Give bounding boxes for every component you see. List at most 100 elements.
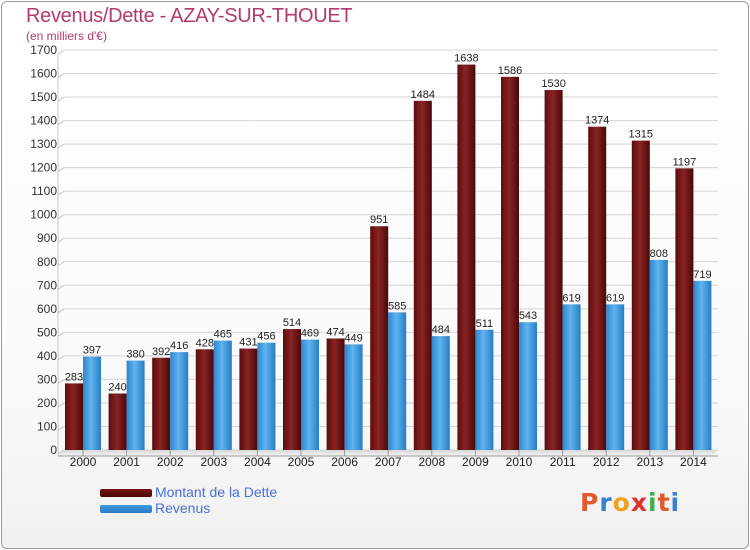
y-gridline-diag bbox=[57, 355, 65, 361]
y-gridline-diag bbox=[57, 73, 65, 78]
data-label-revenus: 808 bbox=[650, 248, 668, 260]
x-tick-label: 2001 bbox=[113, 455, 140, 469]
data-label-revenus: 449 bbox=[344, 332, 362, 344]
bar-dette bbox=[370, 226, 389, 450]
bar-revenus bbox=[301, 339, 319, 450]
legend-swatch-revenus bbox=[100, 505, 152, 513]
data-label-dette: 1374 bbox=[585, 115, 609, 127]
y-tick-label: 1300 bbox=[30, 137, 57, 151]
data-label-dette: 392 bbox=[152, 346, 170, 358]
y-gridline-diag bbox=[57, 49, 65, 55]
data-label-dette: 1315 bbox=[629, 129, 653, 141]
bar-revenus bbox=[213, 340, 232, 450]
x-tick-label: 2013 bbox=[636, 455, 663, 469]
data-label-revenus: 585 bbox=[388, 300, 406, 312]
logo-letter: i bbox=[648, 488, 658, 517]
data-label-revenus: 484 bbox=[432, 324, 450, 336]
y-tick-label: 1000 bbox=[30, 208, 57, 222]
y-gridline-diag bbox=[57, 331, 65, 337]
bar-revenus bbox=[431, 336, 450, 450]
data-label-dette: 514 bbox=[283, 317, 301, 329]
y-gridline-diag bbox=[57, 143, 65, 149]
x-tick-label: 2005 bbox=[288, 455, 315, 469]
bar-revenus bbox=[606, 304, 625, 450]
bar-revenus bbox=[83, 356, 101, 450]
bar-revenus bbox=[126, 360, 145, 450]
x-tick-label: 2011 bbox=[550, 455, 576, 469]
data-label-dette: 474 bbox=[326, 326, 344, 338]
logo-letter: o bbox=[612, 488, 631, 517]
bar-dette bbox=[631, 140, 650, 450]
logo-letter: t bbox=[657, 488, 671, 517]
y-tick-label: 1600 bbox=[30, 67, 57, 81]
bar-dette bbox=[675, 168, 694, 450]
data-label-dette: 431 bbox=[239, 337, 257, 349]
bar-dette bbox=[239, 348, 258, 450]
y-tick-label: 100 bbox=[37, 419, 57, 433]
x-tick-label: 2004 bbox=[244, 455, 271, 469]
bar-dette bbox=[108, 393, 127, 450]
chart-title: Revenus/Dette - AZAY-SUR-THOUET bbox=[26, 5, 353, 27]
bar-dette bbox=[588, 126, 607, 451]
data-label-revenus: 543 bbox=[519, 310, 537, 322]
chart-subtitle: (en milliers d'€) bbox=[26, 29, 107, 43]
data-label-revenus: 456 bbox=[257, 331, 275, 343]
data-label-revenus: 719 bbox=[693, 269, 711, 281]
legend-label-dette: Montant de la Dette bbox=[155, 484, 278, 500]
bar-dette bbox=[152, 357, 171, 450]
x-tick-label: 2003 bbox=[200, 455, 227, 469]
y-gridline-diag bbox=[57, 261, 65, 267]
x-tick-label: 2002 bbox=[157, 455, 184, 469]
data-label-dette: 1530 bbox=[541, 78, 565, 90]
y-tick-label: 1700 bbox=[30, 43, 57, 57]
bar-dette bbox=[413, 100, 432, 450]
x-tick-label: 2014 bbox=[680, 455, 707, 469]
y-tick-label: 0 bbox=[50, 443, 57, 457]
data-label-dette: 1586 bbox=[498, 65, 522, 77]
data-label-dette: 1197 bbox=[673, 156, 697, 168]
data-label-revenus: 397 bbox=[83, 345, 101, 357]
bar-dette bbox=[501, 76, 519, 450]
x-tick-label: 2007 bbox=[375, 455, 402, 469]
y-tick-label: 800 bbox=[37, 255, 57, 269]
bar-dette bbox=[195, 349, 214, 450]
y-tick-label: 1500 bbox=[30, 90, 57, 104]
bar-dette bbox=[326, 338, 345, 450]
x-tick-label: 2000 bbox=[70, 455, 97, 469]
data-label-revenus: 511 bbox=[476, 318, 494, 330]
bar-revenus bbox=[344, 344, 363, 450]
data-label-revenus: 465 bbox=[214, 329, 232, 341]
y-tick-label: 1200 bbox=[30, 161, 57, 175]
y-gridline-diag bbox=[57, 426, 65, 431]
y-tick-label: 900 bbox=[37, 231, 57, 245]
y-gridline-diag bbox=[57, 378, 65, 384]
y-gridline-diag bbox=[57, 308, 65, 314]
bar-revenus bbox=[388, 312, 407, 450]
data-label-dette: 951 bbox=[370, 214, 388, 226]
y-tick-label: 1100 bbox=[31, 184, 57, 198]
y-tick-label: 500 bbox=[37, 325, 57, 339]
logo-letter: x bbox=[630, 488, 648, 517]
bar-revenus bbox=[257, 342, 276, 450]
y-gridline-diag bbox=[57, 120, 65, 126]
bar-revenus bbox=[519, 322, 537, 450]
y-tick-label: 700 bbox=[37, 278, 57, 292]
bar-revenus bbox=[693, 280, 712, 450]
y-gridline-diag bbox=[57, 167, 65, 173]
data-label-revenus: 469 bbox=[301, 328, 319, 340]
data-label-dette: 1484 bbox=[411, 89, 435, 101]
x-tick-label: 2008 bbox=[418, 455, 445, 469]
x-tick-label: 2009 bbox=[462, 455, 489, 469]
y-gridline-diag bbox=[57, 402, 65, 408]
bar-dette bbox=[283, 329, 301, 450]
y-tick-label: 1400 bbox=[30, 114, 57, 128]
y-gridline-diag bbox=[57, 190, 65, 196]
x-tick-label: 2010 bbox=[506, 455, 533, 469]
bar-revenus bbox=[475, 329, 494, 450]
proxiti-logo: Proxiti bbox=[580, 488, 680, 517]
bar-revenus bbox=[170, 352, 189, 450]
y-gridline-diag bbox=[57, 284, 65, 290]
x-tick-label: 2012 bbox=[593, 455, 620, 469]
bar-revenus bbox=[562, 304, 581, 450]
data-label-dette: 1638 bbox=[454, 53, 478, 65]
